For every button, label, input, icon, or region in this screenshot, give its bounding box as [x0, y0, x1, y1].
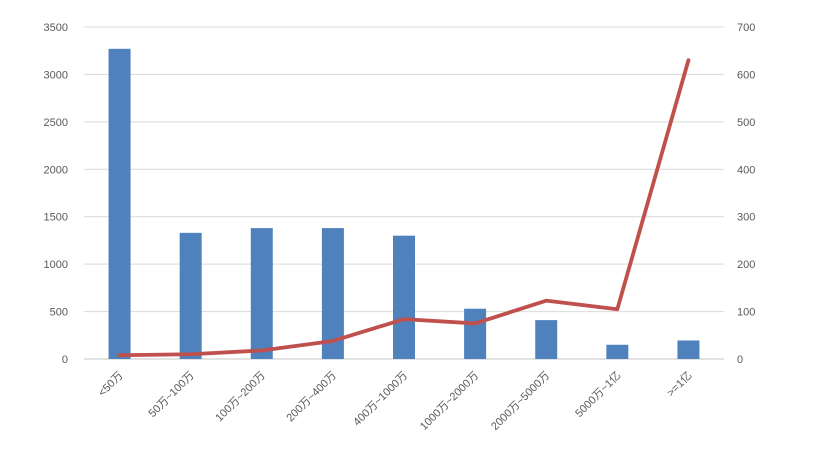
bar [179, 232, 202, 359]
left-axis-tick-label: 3500 [44, 22, 68, 34]
line-series [117, 58, 691, 358]
left-axis-tick-label: 3000 [44, 69, 68, 81]
right-axis-tick-label: 600 [737, 69, 755, 81]
bar [108, 48, 131, 360]
bar [393, 235, 415, 359]
right-axis-tick-label: 200 [737, 259, 755, 271]
right-axis-tick-label: 300 [737, 212, 755, 224]
left-axis-tick-label: 1500 [44, 212, 68, 224]
left-axis-tick-label: 1000 [44, 259, 68, 271]
left-axis-tick-label: 0 [62, 354, 68, 366]
left-axis-tick-label: 500 [50, 307, 68, 319]
bar [321, 228, 344, 359]
left-axis-tick-label: 2000 [44, 164, 68, 176]
right-axis-tick-label: 0 [737, 354, 743, 366]
right-axis-tick-label: 400 [737, 164, 755, 176]
right-axis-tick-label: 100 [737, 307, 755, 319]
left-axis-tick-label: 2500 [44, 117, 68, 129]
bar [606, 344, 629, 359]
bar [250, 228, 273, 359]
right-axis-tick-label: 700 [737, 22, 755, 34]
bar [464, 308, 487, 359]
right-axis-tick-label: 500 [737, 117, 755, 129]
bar [677, 340, 700, 359]
bar [535, 320, 558, 359]
